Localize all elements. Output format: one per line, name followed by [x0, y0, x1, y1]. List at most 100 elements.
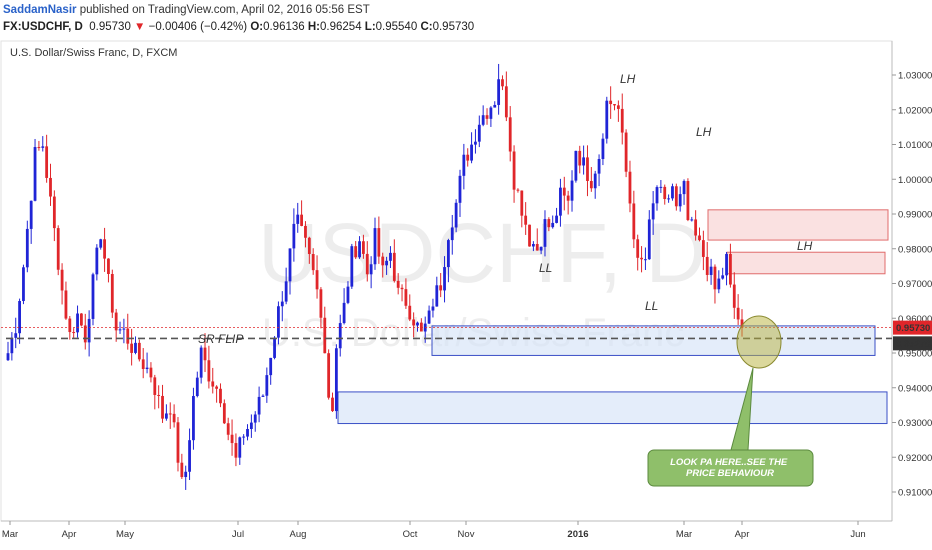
callout[interactable]: LOOK PA HERE..SEE THE PRICE BEHAVIOUR — [647, 367, 814, 487]
zones-layer — [337, 209, 889, 425]
candle-body — [389, 252, 392, 261]
candle-body — [56, 228, 60, 270]
y-tick-label: 0.97000 — [898, 279, 932, 290]
candle-body — [663, 186, 667, 200]
y-tick-label: 0.96000 — [898, 314, 932, 325]
candle-body — [323, 317, 327, 354]
y-tick-label: 0.99000 — [898, 210, 932, 221]
candle-body — [60, 269, 64, 291]
price-chart[interactable]: U.S. Dollar/Swiss Franc, D, FXCM USDCHF,… — [0, 40, 932, 550]
candle-body — [52, 196, 56, 229]
candle-body — [45, 146, 49, 178]
author-link[interactable]: SaddamNasir — [3, 4, 77, 16]
candle-body — [493, 104, 497, 108]
chart-area[interactable]: U.S. Dollar/Swiss Franc, D, FXCM USDCHF,… — [0, 40, 932, 550]
candle-body — [118, 329, 122, 331]
candle-body — [632, 203, 636, 240]
candle-body — [114, 312, 118, 331]
candle-body — [474, 141, 477, 145]
candle-body — [717, 278, 721, 290]
candle-body — [504, 86, 508, 118]
candle-body — [304, 225, 307, 238]
candle-body — [334, 348, 338, 412]
candle-body — [327, 353, 331, 398]
candle-body — [694, 219, 698, 236]
candle-body — [110, 273, 114, 313]
highlight-circle[interactable] — [736, 315, 782, 369]
candle-body — [350, 246, 354, 287]
candle-body — [470, 144, 473, 161]
candle-body — [524, 215, 528, 225]
candle-body — [203, 347, 207, 361]
candle-body — [586, 157, 589, 181]
x-tick-label: Oct — [403, 529, 418, 540]
candle-body — [721, 275, 725, 279]
y-tick-label: 1.01000 — [898, 140, 932, 151]
price-label-box — [893, 336, 932, 351]
candle-body — [412, 319, 416, 326]
candle-body — [644, 259, 647, 261]
candle-body — [701, 240, 705, 257]
candle-body — [149, 367, 153, 378]
candle-body — [659, 186, 663, 188]
y-tick-label: 0.91000 — [898, 488, 932, 499]
candle-body — [690, 219, 694, 221]
supply-zone-lower[interactable] — [726, 251, 886, 275]
candle-body — [292, 223, 296, 249]
candle-body — [103, 239, 106, 259]
candle-body — [462, 154, 466, 176]
annotation-ll: LL — [539, 261, 552, 275]
candle-body — [219, 388, 222, 404]
x-tick-label: Nov — [458, 529, 475, 540]
candle-body — [157, 394, 161, 396]
x-axis[interactable]: Mar Apr May Jul Aug Oct Nov 2016 Mar Apr Jun — [2, 521, 866, 540]
candle-body — [698, 235, 701, 241]
candle-body — [261, 395, 265, 397]
candle-body — [562, 187, 566, 196]
candle-body — [41, 146, 45, 148]
watermark-symbol: USDCHF, D — [258, 206, 706, 300]
candle-body — [605, 100, 609, 139]
candle-body — [99, 239, 103, 248]
candle-body — [481, 115, 485, 125]
candle-body — [477, 124, 481, 142]
candle-body — [72, 332, 76, 334]
candle-body — [192, 396, 195, 441]
x-tick-label: Apr — [62, 529, 77, 540]
candle-body — [207, 360, 211, 382]
candle-body — [141, 359, 145, 370]
supply-zone-upper[interactable] — [707, 209, 889, 241]
y-axis[interactable]: 0.91000 0.92000 0.93000 0.94000 0.95000 0.960… — [892, 71, 932, 499]
candle-body — [277, 306, 280, 338]
candle-body — [539, 246, 543, 251]
open-value: 0.96136 — [263, 21, 305, 33]
x-tick-label: Aug — [290, 529, 307, 540]
candle-body — [601, 138, 605, 160]
candle-body — [280, 301, 284, 307]
candle-body — [725, 253, 728, 276]
symbol-label[interactable]: FX:USDCHF, D — [3, 21, 83, 33]
candle-body — [732, 284, 736, 308]
demand-zone-upper[interactable] — [431, 325, 876, 356]
candle-body — [443, 267, 446, 291]
annotation-lh: LH — [620, 72, 636, 86]
candle-body — [137, 342, 141, 360]
candle-body — [531, 243, 535, 247]
candle-body — [172, 413, 176, 423]
candle-body — [381, 256, 385, 266]
close-value: 0.95730 — [432, 21, 475, 33]
price-change: −0.00406 (−0.42%) — [148, 21, 248, 33]
low-label: L: — [364, 21, 376, 33]
candle-body — [705, 256, 709, 275]
x-tick-label: Jun — [850, 529, 865, 540]
candle-body — [134, 342, 137, 353]
candle-body — [338, 323, 342, 349]
high-label: H: — [307, 21, 321, 33]
candle-body — [520, 190, 524, 216]
candle-body — [91, 274, 95, 319]
candle-body — [49, 177, 52, 197]
candle-body — [566, 195, 570, 201]
candle-body — [593, 173, 597, 189]
candle-body — [37, 147, 41, 149]
demand-zone-lower[interactable] — [337, 391, 888, 425]
